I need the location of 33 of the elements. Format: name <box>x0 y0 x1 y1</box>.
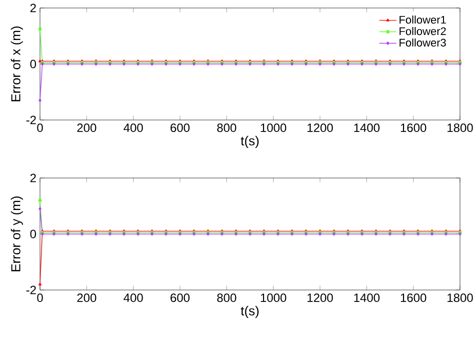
x-tick-label: 400 <box>124 294 143 302</box>
x-axis-title: t(s) <box>240 306 259 318</box>
x-tick-label: 1400 <box>354 124 380 132</box>
x-tick-label: 600 <box>170 124 190 132</box>
x-tick-label: 1000 <box>260 124 286 132</box>
y-axis-title: Error of x (m) <box>10 26 23 102</box>
y-tick-label: 0 <box>30 60 36 68</box>
x-tick-label: 200 <box>77 294 96 302</box>
x-tick-label: 0 <box>37 294 43 302</box>
y-axis-title: Error of y (m) <box>10 196 23 272</box>
legend-label: Follower3 <box>400 38 446 47</box>
y-tick-label: 0 <box>30 230 36 238</box>
x-axis-title: t(s) <box>240 136 259 148</box>
x-tick-label: 800 <box>217 124 236 132</box>
y-tick-label: 2 <box>30 4 36 12</box>
legend-label: Follower2 <box>400 27 446 36</box>
y-tick-label: -2 <box>26 116 36 124</box>
x-tick-label: 1200 <box>308 294 333 302</box>
x-tick-label: 1600 <box>400 294 426 302</box>
x-tick-label: 1600 <box>400 124 426 132</box>
x-tick-label: 1400 <box>354 294 380 302</box>
x-tick-label: 800 <box>217 294 236 302</box>
x-tick-label: 0 <box>37 124 43 132</box>
y-tick-label: -2 <box>26 286 36 294</box>
x-tick-label: 1800 <box>448 124 473 132</box>
x-tick-label: 400 <box>124 124 143 132</box>
x-tick-label: 200 <box>77 124 96 132</box>
x-tick-label: 600 <box>170 294 190 302</box>
x-tick-label: 1200 <box>308 124 333 132</box>
x-tick-label: 1000 <box>260 294 286 302</box>
legend-label: Follower1 <box>400 16 446 24</box>
y-tick-label: 2 <box>30 174 36 182</box>
x-tick-label: 1800 <box>448 294 473 302</box>
